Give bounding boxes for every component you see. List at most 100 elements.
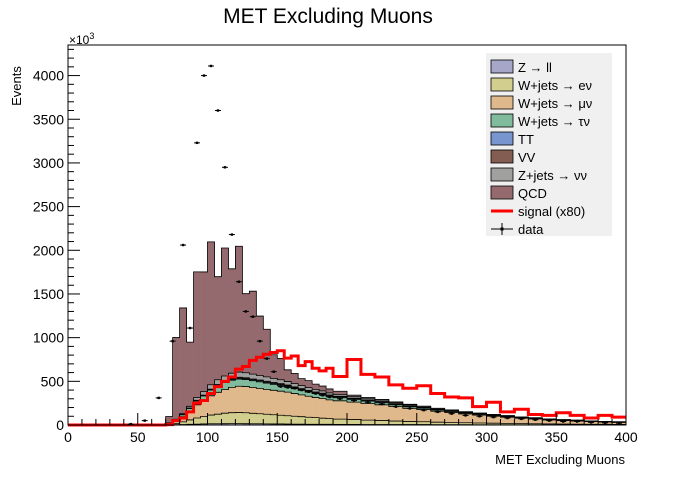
series-1-bin-22: [270, 415, 277, 424]
series-1-bin-15: [221, 413, 228, 423]
series-2-bin-21: [263, 389, 270, 414]
series-6-bin-19: [249, 374, 256, 379]
series-1-bin-27: [305, 417, 312, 424]
x-tick-label: 300: [475, 429, 499, 445]
data-point-marker: [157, 397, 159, 399]
data-point-marker: [252, 315, 254, 317]
data-point-marker: [492, 416, 494, 418]
legend-item-6: Z+jets → νν: [491, 168, 587, 183]
data-point-marker: [478, 415, 480, 417]
data-point-marker: [293, 387, 295, 389]
series-6-bin-24: [284, 382, 291, 385]
data-point-marker: [590, 421, 592, 423]
x-tick-label: 100: [196, 429, 220, 445]
data-point-marker: [171, 340, 173, 342]
legend-label: Z+jets → νν: [518, 168, 587, 183]
data-point-marker: [339, 398, 341, 400]
series-2-bin-15: [221, 390, 228, 414]
data-point-marker: [321, 394, 323, 396]
series-2-bin-28: [312, 398, 319, 418]
series-3-bin-18: [242, 380, 249, 387]
chart-title: MET Excluding Muons: [223, 5, 433, 28]
series-7-bin-10: [187, 342, 194, 406]
series-1-bin-21: [263, 414, 270, 424]
data-point-marker: [604, 422, 606, 424]
data-point-marker: [217, 109, 219, 111]
data-point-marker: [395, 405, 397, 407]
series-1-bin-14: [214, 414, 221, 424]
series-7-bin-25: [291, 374, 298, 384]
data-point-marker: [381, 403, 383, 405]
series-1-bin-10: [187, 420, 194, 424]
series-6-bin-20: [256, 375, 263, 380]
series-2-bin-18: [242, 387, 249, 413]
y-axis-label: Events: [9, 66, 24, 106]
data-point-marker: [280, 385, 282, 387]
series-1-bin-17: [235, 412, 242, 423]
series-3-bin-21: [263, 383, 270, 389]
legend-swatch: [491, 96, 513, 109]
y-tick-label: 500: [41, 373, 65, 389]
x-axis-label: MET Excluding Muons: [495, 452, 625, 467]
y-tick-label: 4000: [33, 68, 64, 84]
series-3-bin-17: [235, 379, 242, 386]
series-7-bin-28: [312, 384, 319, 389]
data-point-marker: [464, 414, 466, 416]
series-3-bin-20: [256, 382, 263, 389]
series-7-bin-9: [180, 308, 187, 414]
x-tick-label: 250: [405, 429, 429, 445]
series-2-bin-23: [277, 391, 284, 415]
series-1-bin-18: [242, 413, 249, 424]
data-point-marker: [450, 412, 452, 414]
series-2-bin-29: [319, 399, 326, 419]
series-7-bin-12: [201, 272, 208, 392]
series-1-bin-31: [333, 419, 347, 424]
y-tick-label: 2500: [33, 199, 64, 215]
series-7-bin-11: [194, 272, 201, 398]
series-2-bin-37: [417, 410, 431, 422]
data-point-marker: [328, 396, 330, 398]
data-point-marker: [353, 399, 355, 401]
data-point-marker: [367, 401, 369, 403]
series-1-bin-16: [228, 413, 235, 424]
data-point-marker: [506, 417, 508, 419]
series-7-bin-20: [256, 316, 263, 375]
data-point-marker: [210, 65, 212, 67]
series-1-bin-24: [284, 416, 291, 424]
data-point-marker: [203, 74, 205, 76]
legend-label: W+jets → eν: [518, 78, 592, 93]
series-2-bin-17: [235, 386, 242, 412]
series-2-bin-22: [270, 390, 277, 414]
data-point-marker: [520, 418, 522, 420]
data-point-marker: [534, 419, 536, 421]
series-7-bin-27: [305, 381, 312, 388]
legend-swatch: [491, 132, 513, 145]
legend-swatch: [491, 186, 513, 199]
series-3-bin-22: [270, 384, 277, 390]
data-point-marker: [300, 389, 302, 391]
series-2-bin-25: [291, 394, 298, 417]
legend-item-7: QCD: [491, 186, 547, 201]
series-7-bin-24: [284, 370, 291, 382]
series-1-bin-36: [403, 421, 417, 424]
legend-swatch: [491, 150, 513, 163]
data-point-marker: [436, 411, 438, 413]
legend-label: W+jets → μν: [518, 96, 592, 111]
data-point-marker: [287, 386, 289, 388]
series-7-bin-17: [235, 246, 242, 372]
series-6-bin-26: [298, 386, 305, 389]
legend-swatch: [491, 168, 513, 181]
legend-item-4: TT: [491, 132, 534, 147]
data-point-marker: [259, 340, 261, 342]
series-7-bin-26: [298, 379, 305, 386]
series-1-bin-34: [375, 421, 389, 425]
y-tick-label: 2000: [33, 242, 64, 258]
series-7-bin-29: [319, 386, 326, 391]
series-6-bin-18: [242, 373, 249, 378]
data-point-marker: [224, 166, 226, 168]
legend-item-0: Z → ll: [491, 60, 552, 75]
legend-swatch: [491, 60, 513, 73]
series-7-bin-14: [214, 277, 221, 380]
series-1-bin-32: [347, 420, 361, 425]
